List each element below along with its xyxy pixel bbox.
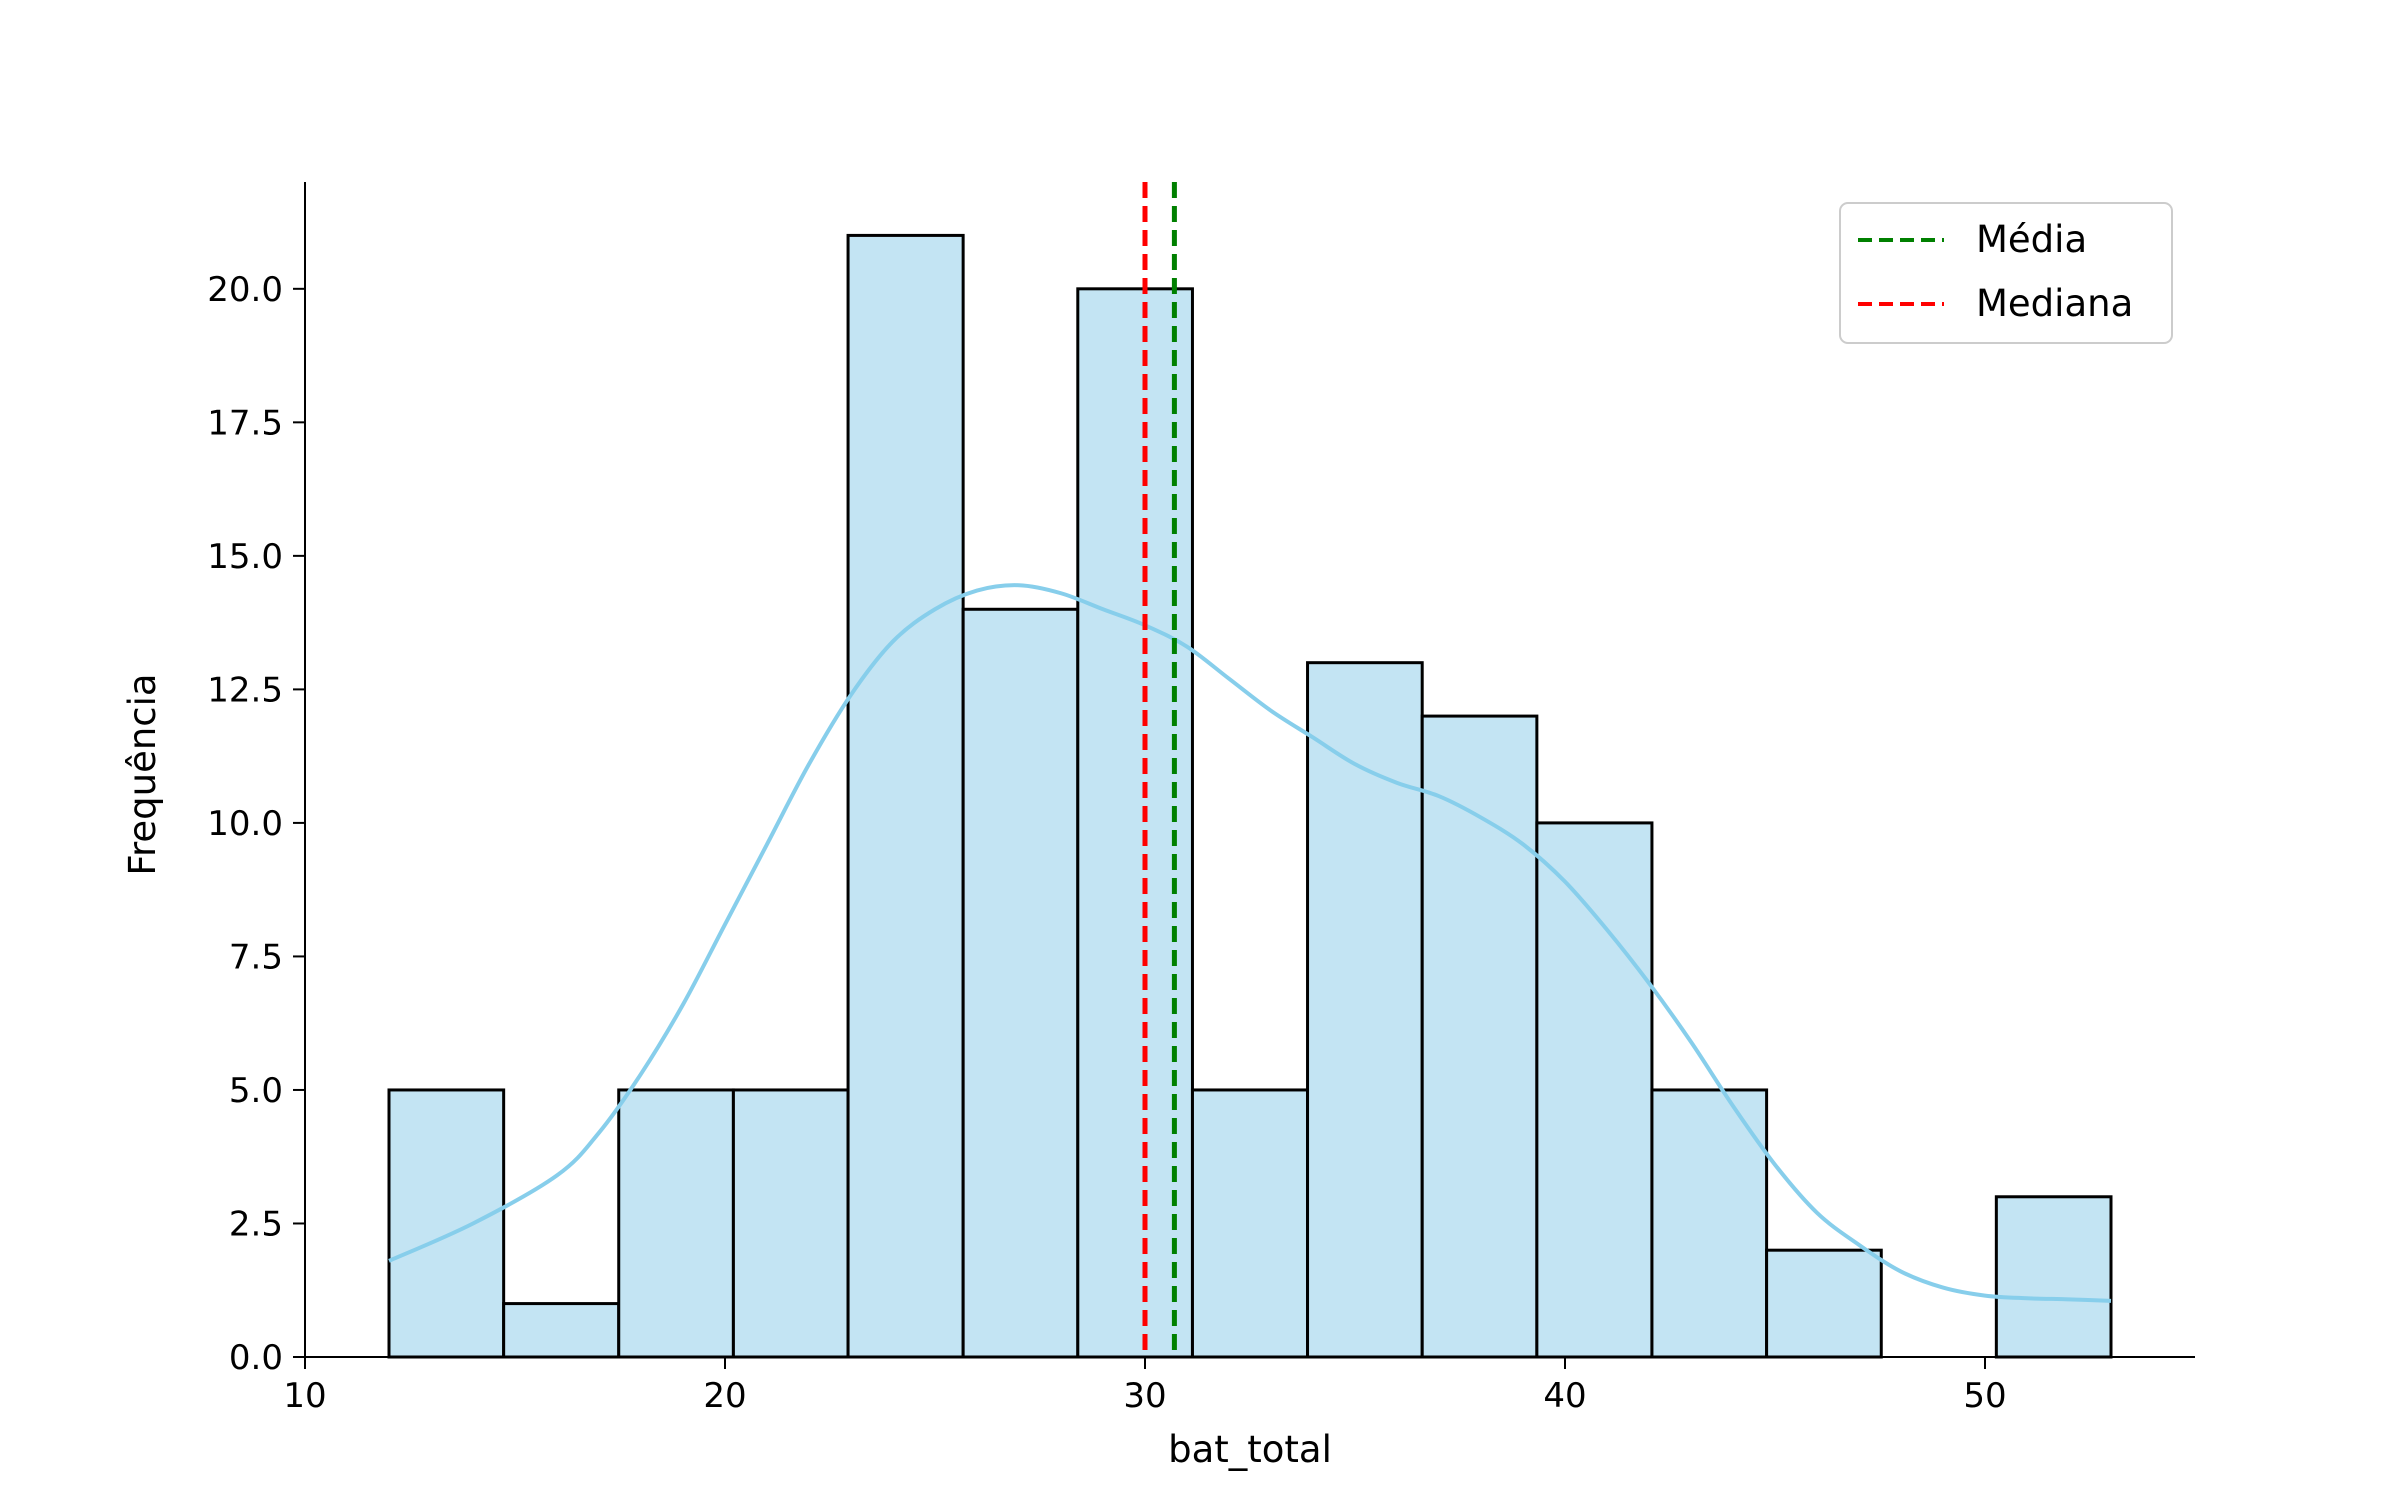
x-tick-label: 20 <box>703 1376 746 1416</box>
histogram-bar <box>961 607 1080 1359</box>
y-tick-label: 5.0 <box>229 1071 283 1111</box>
histogram-bar <box>1994 1195 2113 1359</box>
histogram-bar <box>846 233 965 1359</box>
y-tick-label: 0.0 <box>229 1338 283 1378</box>
x-ticks: 10 20 30 40 50 <box>283 1357 2007 1416</box>
legend-median-label: Mediana <box>1976 282 2133 325</box>
y-ticks: 0.0 2.5 5.0 7.5 10.0 12.5 15.0 17.5 20.0 <box>207 270 305 1378</box>
y-tick-label: 17.5 <box>207 403 283 443</box>
histogram-bar <box>1650 1088 1769 1359</box>
x-tick-label: 50 <box>1963 1376 2006 1416</box>
x-tick-label: 10 <box>283 1376 326 1416</box>
y-tick-label: 7.5 <box>229 937 283 977</box>
x-tick-label: 30 <box>1123 1376 1166 1416</box>
x-tick-label: 40 <box>1543 1376 1586 1416</box>
legend-mean-label: Média <box>1976 218 2087 261</box>
histogram-bar <box>731 1088 850 1359</box>
histogram-bar <box>502 1302 621 1359</box>
reference-lines-layer <box>1142 182 1177 1357</box>
x-axis-label: bat_total <box>1168 1428 1332 1471</box>
histogram-bar <box>1535 821 1654 1359</box>
y-tick-label: 10.0 <box>207 804 283 844</box>
histogram-bar <box>387 1088 506 1359</box>
kde-layer <box>388 583 2112 1303</box>
legend: Média Mediana <box>1839 202 2173 344</box>
y-axis-label: Frequência <box>121 673 164 875</box>
axes-layer <box>304 182 2195 1358</box>
histogram-bar <box>1420 714 1539 1359</box>
y-tick-label: 20.0 <box>207 270 283 310</box>
bars-layer <box>387 233 2113 1359</box>
histogram-bar <box>1190 1088 1310 1359</box>
histogram-bar <box>1765 1248 1883 1359</box>
histogram-bar <box>617 1088 735 1359</box>
y-tick-label: 15.0 <box>207 537 283 577</box>
histogram-bar <box>1306 661 1424 1359</box>
y-tick-label: 12.5 <box>207 670 283 710</box>
y-tick-label: 2.5 <box>229 1204 283 1244</box>
kde-curve <box>388 583 2112 1303</box>
